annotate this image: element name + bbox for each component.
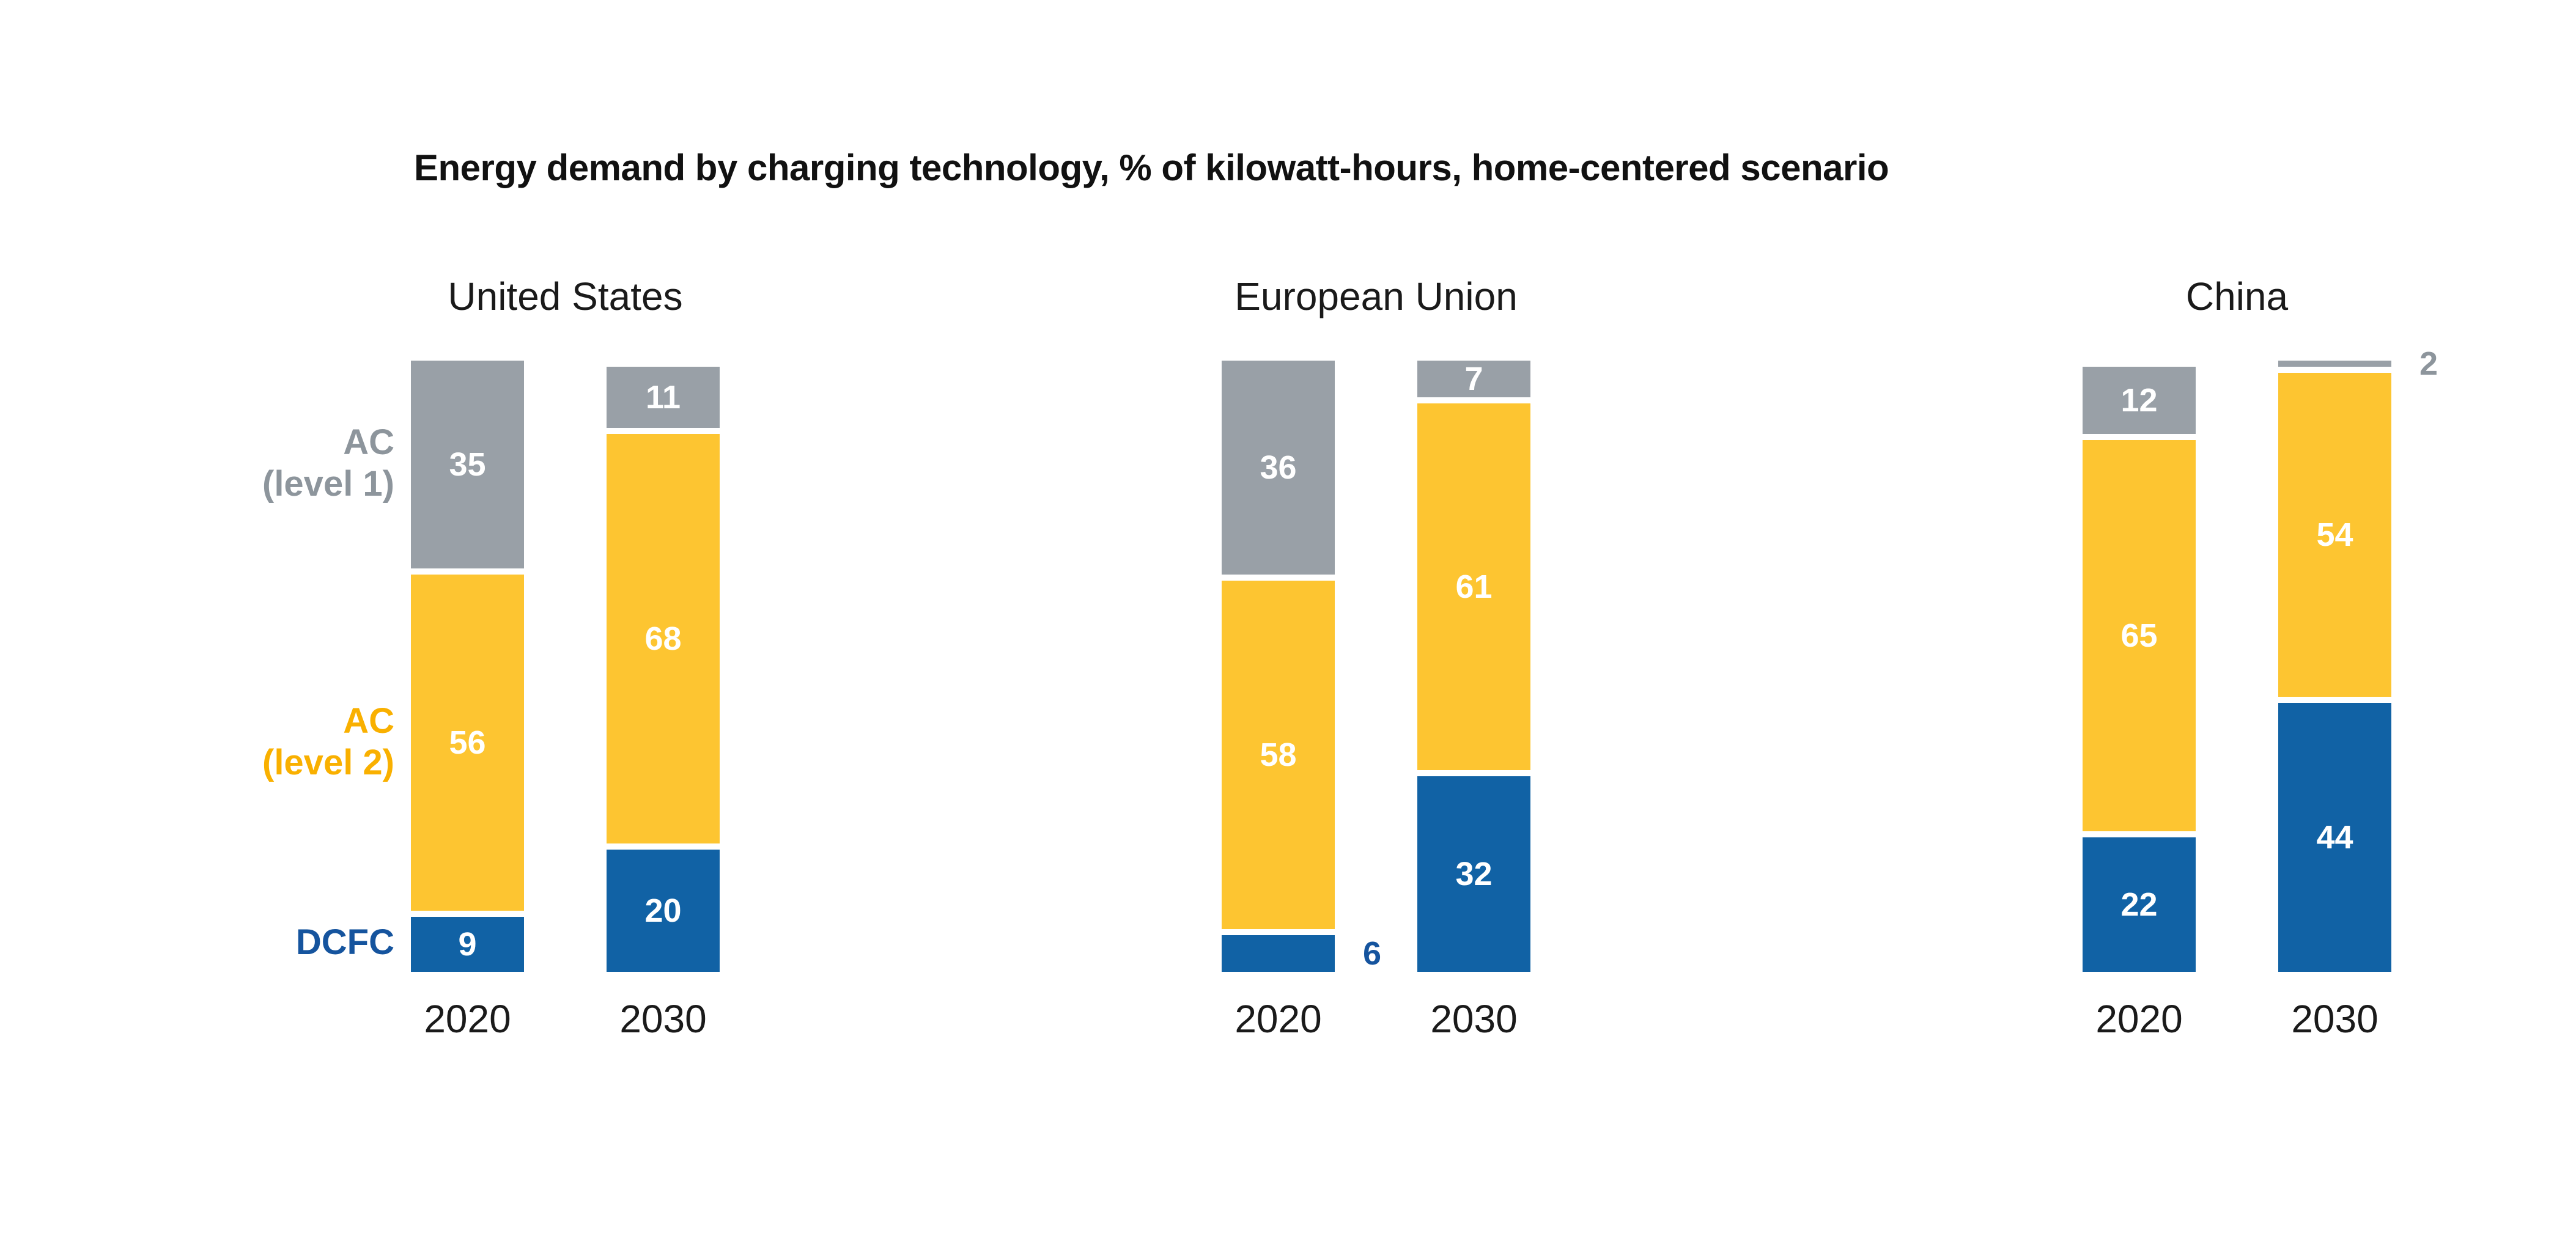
bar-european-union-2030: 7 61 32	[1417, 361, 1530, 972]
bar-china-2030: 2 54 44	[2278, 347, 2438, 972]
x-axis-label-2020: 2020	[424, 997, 511, 1041]
bar-segment-ac_level1: 2	[2278, 347, 2438, 380]
group-title: European Union	[1234, 274, 1518, 318]
bar-segment-dcfc: 9	[411, 917, 524, 972]
legend-label-line: AC	[343, 701, 394, 741]
value-label: 12	[2120, 382, 2158, 419]
group-title: China	[2185, 274, 2289, 318]
bar-segment-ac_level2: 61	[1417, 403, 1530, 776]
legend-dcfc: DCFC	[296, 922, 394, 963]
x-axis-label-2020: 2020	[1234, 997, 1322, 1041]
value-label: 9	[458, 926, 477, 963]
value-label: 32	[1455, 856, 1493, 892]
chart-title: Energy demand by charging technology, % …	[414, 147, 1889, 188]
legend-ac-level1: AC (level 1)	[262, 422, 394, 505]
legend-ac-level2: AC (level 2)	[262, 700, 394, 784]
legend-label-line: DCFC	[295, 922, 394, 962]
value-label: 44	[2316, 819, 2353, 856]
x-axis-label-2030: 2030	[1430, 997, 1518, 1041]
legend-label-line: (level 1)	[262, 463, 394, 504]
group-title: United States	[448, 274, 683, 318]
legend-label-line: (level 2)	[262, 742, 394, 782]
value-label: 58	[1260, 737, 1297, 773]
bar-segment-ac_level1: 11	[607, 367, 720, 434]
bar-segment-dcfc: 22	[2083, 837, 2196, 972]
value-label: 56	[449, 724, 486, 761]
x-axis-label-2030: 2030	[619, 997, 707, 1041]
bar-segment-ac_level2: 58	[1222, 581, 1335, 935]
bar-segment-ac_level2: 56	[411, 575, 524, 917]
bar-united-states-2020: 35 56 9	[411, 361, 524, 972]
bar-segment-dcfc: 44	[2278, 703, 2391, 972]
bar-united-states-2030: 11 68 20	[607, 367, 720, 972]
x-axis-label-2020: 2020	[2095, 997, 2183, 1041]
bar-european-union-2020: 36 58 6	[1222, 361, 1381, 972]
bar-segment-ac_level2: 54	[2278, 373, 2391, 703]
value-label: 22	[2120, 886, 2158, 923]
x-axis-label-2030: 2030	[2291, 997, 2379, 1041]
bar-segment-dcfc: 32	[1417, 776, 1530, 972]
bar-segment-ac_level1: 12	[2083, 367, 2196, 440]
legend-label-line: AC	[343, 422, 394, 462]
value-label: 61	[1455, 568, 1493, 605]
value-label: 68	[644, 620, 682, 657]
value-label: 2	[2419, 345, 2438, 382]
value-label: 20	[644, 892, 682, 929]
value-label: 7	[1464, 361, 1483, 397]
bar-segment-dcfc: 20	[607, 850, 720, 972]
value-label: 54	[2316, 516, 2353, 553]
bar-segment-ac_level2: 68	[607, 434, 720, 850]
bar-segment-ac_level2: 65	[2083, 440, 2196, 837]
value-label: 6	[1363, 935, 1382, 972]
value-label: 35	[449, 446, 486, 483]
bar-segment-ac_level1: 35	[411, 361, 524, 575]
bar-china-2020: 12 65 22	[2083, 367, 2196, 972]
value-label: 36	[1260, 449, 1297, 486]
bar-segment-dcfc: 6	[1222, 935, 1381, 972]
value-label: 11	[645, 379, 681, 416]
bar-segment-ac_level1: 7	[1417, 361, 1530, 403]
bar-segment-ac_level1: 36	[1222, 361, 1335, 581]
value-label: 65	[2120, 617, 2158, 654]
